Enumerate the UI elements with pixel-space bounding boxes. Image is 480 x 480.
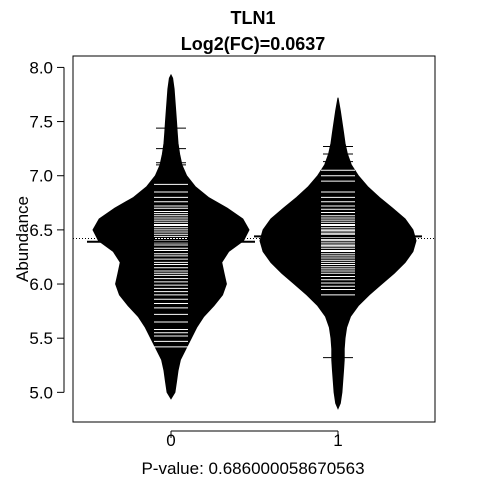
y-tick-label: 5.0 xyxy=(29,383,53,402)
y-tick-label: 6.0 xyxy=(29,275,53,294)
axes: 5.05.56.06.57.07.58.00 1 xyxy=(29,58,342,450)
y-tick-label: 6.5 xyxy=(29,221,53,240)
bean-0 xyxy=(87,73,255,400)
chart-subtitle: Log2(FC)=0.0637 xyxy=(181,34,326,54)
chart-title: TLN1 xyxy=(231,8,276,28)
bean-shape xyxy=(92,73,250,400)
plot-area xyxy=(73,73,435,410)
x-tick-label: 0 xyxy=(166,431,175,450)
y-tick-label: 7.5 xyxy=(29,113,53,132)
y-tick-label: 5.5 xyxy=(29,329,53,348)
y-tick-label: 8.0 xyxy=(29,58,53,77)
y-tick-label: 7.0 xyxy=(29,167,53,186)
x-tick-label: 1 xyxy=(333,431,342,450)
bean-shape xyxy=(259,97,417,410)
x-axis-label: P-value: 0.686000058670563 xyxy=(141,459,364,478)
y-axis: 5.0 5.5 6.0 6.5 7.0 7.5 8.0 xyxy=(29,58,65,402)
plot-frame xyxy=(72,55,436,423)
y-axis-label: Abundance xyxy=(13,196,32,282)
bean-1 xyxy=(254,97,422,410)
